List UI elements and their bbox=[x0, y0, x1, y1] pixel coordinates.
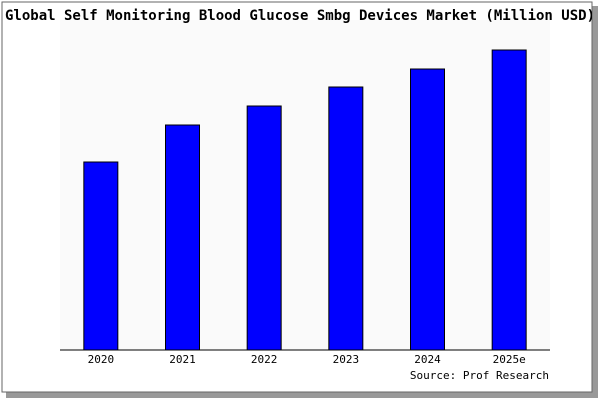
title-group: Global Self Monitoring Blood Glucose Smb… bbox=[5, 8, 595, 24]
source: Source: Prof Research bbox=[410, 369, 549, 382]
x-tick-label: 2025e bbox=[493, 353, 526, 366]
x-tick-label: 2023 bbox=[333, 353, 360, 366]
x-tick-label: 2022 bbox=[251, 353, 278, 366]
chart-title: Global Self Monitoring Blood Glucose Smb… bbox=[5, 8, 595, 24]
bar bbox=[410, 68, 445, 351]
x-tick-label: 2020 bbox=[88, 353, 115, 366]
bar bbox=[328, 86, 364, 351]
bar bbox=[491, 49, 527, 351]
plot-area bbox=[60, 20, 550, 350]
x-tick-label: 2024 bbox=[414, 353, 441, 366]
bar bbox=[83, 161, 119, 351]
bar bbox=[246, 105, 282, 351]
bar bbox=[165, 124, 200, 351]
x-tick-label: 2021 bbox=[169, 353, 196, 366]
